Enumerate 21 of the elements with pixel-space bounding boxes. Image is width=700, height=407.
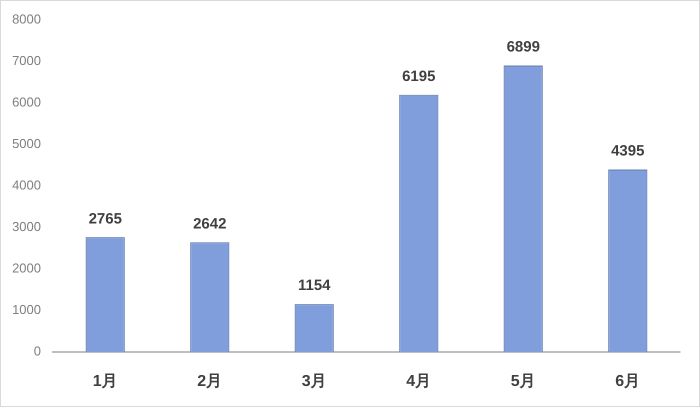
data-label: 6899 [506,38,540,56]
y-tick-label: 5000 [12,136,41,151]
x-tick-label: 2月 [197,373,222,390]
y-tick-label: 4000 [12,177,41,192]
data-label: 1154 [298,277,332,294]
y-tick-label: 7000 [12,52,41,68]
y-tick-label: 1000 [12,302,41,318]
y-tick-label: 8000 [12,11,41,26]
data-label: 4395 [611,142,644,160]
y-tick-label: 3000 [12,219,41,234]
x-tick-label: 3月 [302,373,327,390]
x-tick-label: 4月 [406,373,432,390]
x-tick-label: 1月 [92,373,118,390]
y-tick-label: 0 [34,344,41,359]
data-label: 2765 [88,210,122,228]
y-tick-label: 2000 [12,260,41,276]
data-label: 6195 [402,68,436,85]
x-tick-label: 6月 [615,373,640,390]
x-tick-label: 5月 [510,373,536,390]
y-tick-label: 6000 [12,94,41,110]
data-label: 2642 [193,215,226,232]
